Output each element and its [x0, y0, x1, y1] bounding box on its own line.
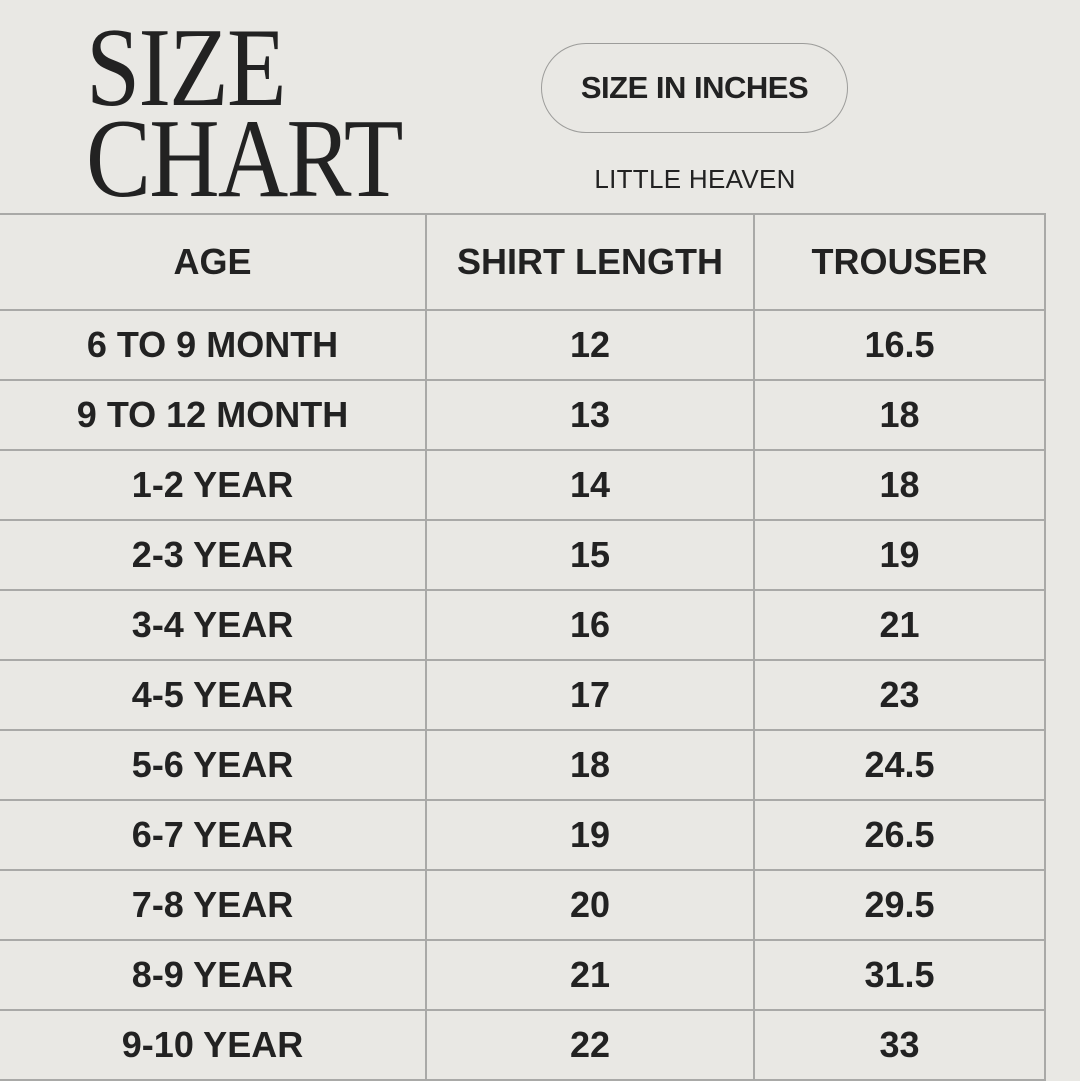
trouser-cell: 21 [753, 589, 1046, 661]
trouser-cell: 26.5 [753, 799, 1046, 871]
header-age: AGE [0, 213, 427, 311]
size-table: AGE SHIRT LENGTH TROUSER 6 TO 9 MONTH 12 1… [0, 213, 1046, 1081]
trouser-cell: 18 [753, 449, 1046, 521]
trouser-cell: 24.5 [753, 729, 1046, 801]
age-cell: 2-3 YEAR [0, 519, 427, 591]
trouser-cell: 29.5 [753, 869, 1046, 941]
table-header-row: AGE SHIRT LENGTH TROUSER [0, 213, 1046, 311]
age-cell: 1-2 YEAR [0, 449, 427, 521]
table-row: 9 TO 12 MONTH 13 18 [0, 379, 1046, 451]
age-cell: 6-7 YEAR [0, 799, 427, 871]
unit-badge: SIZE IN INCHES [541, 43, 848, 133]
age-cell: 6 TO 9 MONTH [0, 309, 427, 381]
shirt-length-cell: 13 [425, 379, 755, 451]
table-row: 6-7 YEAR 19 26.5 [0, 799, 1046, 871]
age-cell: 9 TO 12 MONTH [0, 379, 427, 451]
trouser-cell: 18 [753, 379, 1046, 451]
table-row: 7-8 YEAR 20 29.5 [0, 869, 1046, 941]
trouser-cell: 33 [753, 1009, 1046, 1081]
age-cell: 9-10 YEAR [0, 1009, 427, 1081]
shirt-length-cell: 22 [425, 1009, 755, 1081]
age-cell: 7-8 YEAR [0, 869, 427, 941]
shirt-length-cell: 17 [425, 659, 755, 731]
shirt-length-cell: 18 [425, 729, 755, 801]
trouser-cell: 31.5 [753, 939, 1046, 1011]
brand-name: LITTLE HEAVEN [594, 164, 796, 194]
age-cell: 8-9 YEAR [0, 939, 427, 1011]
table-row: 4-5 YEAR 17 23 [0, 659, 1046, 731]
trouser-cell: 19 [753, 519, 1046, 591]
header-trouser: TROUSER [753, 213, 1046, 311]
trouser-cell: 16.5 [753, 309, 1046, 381]
shirt-length-cell: 15 [425, 519, 755, 591]
shirt-length-cell: 12 [425, 309, 755, 381]
shirt-length-cell: 16 [425, 589, 755, 661]
title-line-2: CHART [86, 97, 403, 221]
table-row: 1-2 YEAR 14 18 [0, 449, 1046, 521]
shirt-length-cell: 14 [425, 449, 755, 521]
shirt-length-cell: 21 [425, 939, 755, 1011]
age-cell: 4-5 YEAR [0, 659, 427, 731]
age-cell: 5-6 YEAR [0, 729, 427, 801]
age-cell: 3-4 YEAR [0, 589, 427, 661]
table-row: 8-9 YEAR 21 31.5 [0, 939, 1046, 1011]
trouser-cell: 23 [753, 659, 1046, 731]
header-shirt-length: SHIRT LENGTH [425, 213, 755, 311]
shirt-length-cell: 19 [425, 799, 755, 871]
table-row: 5-6 YEAR 18 24.5 [0, 729, 1046, 801]
table-row: 6 TO 9 MONTH 12 16.5 [0, 309, 1046, 381]
table-row: 3-4 YEAR 16 21 [0, 589, 1046, 661]
table-row: 2-3 YEAR 15 19 [0, 519, 1046, 591]
shirt-length-cell: 20 [425, 869, 755, 941]
table-row: 9-10 YEAR 22 33 [0, 1009, 1046, 1081]
title-line-1: SIZE [86, 6, 286, 130]
